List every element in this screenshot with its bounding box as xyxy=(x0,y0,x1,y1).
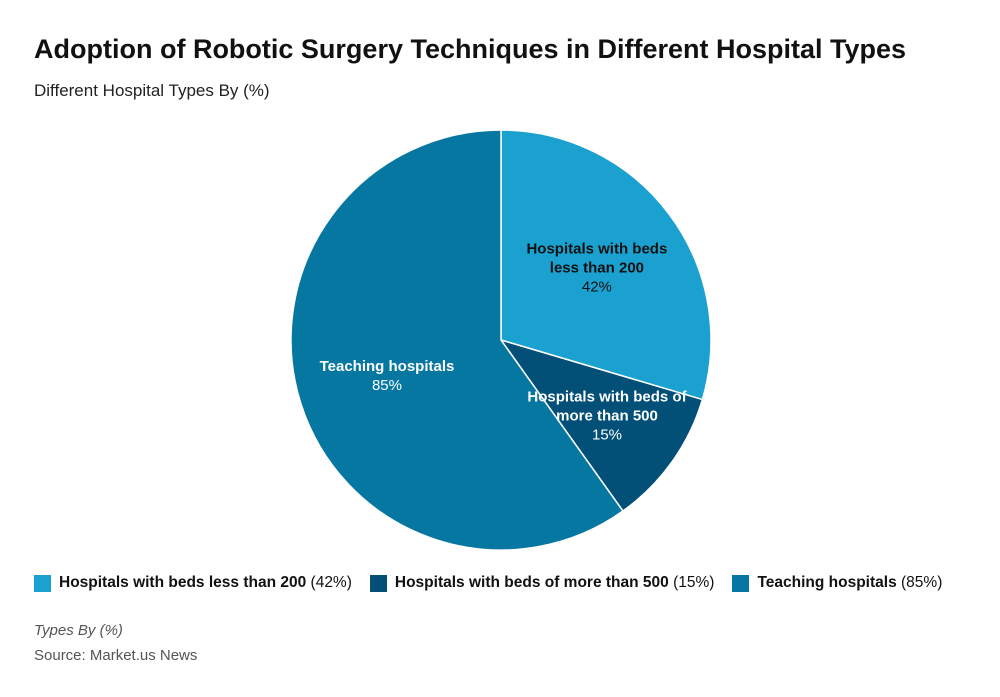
slice-label: Hospitals with beds less than 200 42% xyxy=(517,240,677,297)
footnote: Types By (%) xyxy=(34,622,123,639)
chart-subtitle: Different Hospital Types By (%) xyxy=(34,81,270,100)
legend-swatch xyxy=(34,574,51,592)
legend-label: Hospitals with beds less than 200 xyxy=(59,574,307,591)
legend-value: (15%) xyxy=(673,574,715,591)
legend-swatch xyxy=(369,574,387,592)
pie-slice xyxy=(290,129,624,551)
legend-label: Teaching hospitals xyxy=(757,574,897,591)
pie-slice xyxy=(499,338,704,513)
pie-slice xyxy=(500,129,712,401)
legend-value: (85%) xyxy=(901,574,943,591)
slice-category: Teaching hospitals xyxy=(319,358,455,376)
source: Source: Market.us News xyxy=(34,647,198,664)
legend-item: Hospitals with beds less than 200 (42%) xyxy=(34,574,352,592)
slice-value: 15% xyxy=(591,426,623,444)
slice-label: Teaching hospitals 85% xyxy=(307,357,467,395)
legend-text: Hospitals with beds less than 200 (42%) xyxy=(59,574,352,592)
legend: Hospitals with beds less than 200 (42%) H… xyxy=(34,574,942,592)
chart-title: Adoption of Robotic Surgery Techniques i… xyxy=(34,34,907,64)
slice-value: 42% xyxy=(581,278,612,296)
slice-category: Hospitals with beds of more than 500 xyxy=(527,388,687,425)
slice-label: Hospitals with beds of more than 500 15% xyxy=(527,387,687,444)
legend-item: Hospitals with beds of more than 500 (15… xyxy=(369,574,715,592)
legend-label: Hospitals with beds of more than 500 xyxy=(394,574,669,591)
legend-value: (42%) xyxy=(310,574,352,591)
legend-item: Teaching hospitals (85%) xyxy=(732,574,942,592)
slice-value: 85% xyxy=(371,377,402,395)
legend-swatch xyxy=(732,574,750,592)
slice-category: Hospitals with beds less than 200 xyxy=(526,240,668,277)
legend-text: Teaching hospitals (85%) xyxy=(757,574,942,592)
legend-text: Hospitals with beds of more than 500 (15… xyxy=(395,574,715,592)
